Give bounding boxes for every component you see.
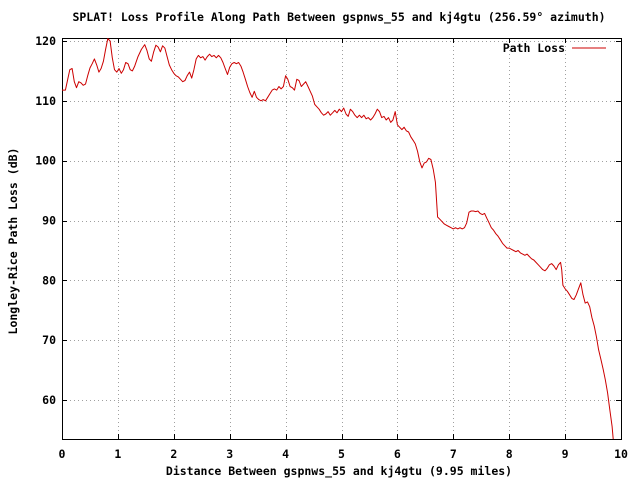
legend: Path Loss	[503, 41, 606, 55]
x-axis-label: Distance Between gspnws_55 and kj4gtu (9…	[166, 464, 512, 479]
y-tick-label: 80	[42, 273, 56, 287]
x-tick-label: 6	[394, 447, 401, 461]
y-tick-label: 100	[35, 154, 56, 168]
grid-lines	[62, 38, 621, 439]
x-tick-label: 3	[226, 447, 233, 461]
y-tick-label: 120	[35, 34, 56, 48]
x-tick-label: 5	[338, 447, 345, 461]
legend-label: Path Loss	[503, 41, 565, 55]
y-tick-label: 70	[42, 333, 56, 347]
plot-frame	[62, 38, 622, 440]
axis-ticks: 0 1 2 3 4 5 6 7 8 9 10 60 70 80 90 100 110 120	[35, 34, 628, 461]
x-tick-label: 0	[59, 447, 66, 461]
chart-title: SPLAT! Loss Profile Along Path Between g…	[72, 10, 605, 25]
y-axis-label: Longley-Rice Path Loss (dB)	[6, 148, 20, 335]
x-tick-label: 10	[614, 447, 628, 461]
y-tick-label: 110	[35, 94, 56, 108]
y-tick-label: 90	[42, 214, 56, 228]
x-tick-label: 9	[562, 447, 569, 461]
series-layer	[62, 38, 614, 440]
path-loss-line	[62, 38, 614, 440]
y-tick-label: 60	[42, 393, 56, 407]
x-tick-label: 8	[506, 447, 513, 461]
x-tick-label: 4	[282, 447, 289, 461]
x-tick-label: 7	[450, 447, 457, 461]
x-tick-label: 2	[170, 447, 177, 461]
x-tick-label: 1	[114, 447, 121, 461]
